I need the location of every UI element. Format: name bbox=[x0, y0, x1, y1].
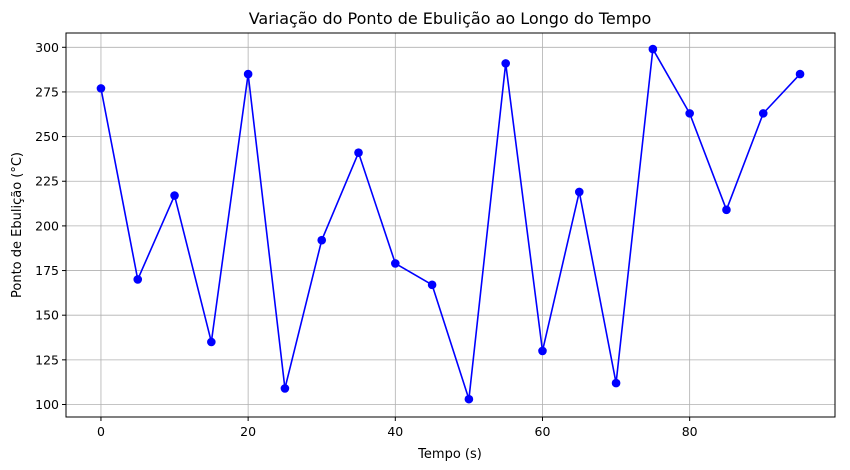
x-axis-label: Tempo (s) bbox=[417, 447, 482, 462]
y-tick-label: 300 bbox=[35, 40, 59, 55]
data-point bbox=[758, 109, 768, 118]
data-point bbox=[280, 384, 290, 393]
data-point bbox=[96, 84, 106, 93]
data-point bbox=[170, 191, 179, 200]
x-axis-ticks: 0 20 40 60 80 bbox=[97, 417, 698, 439]
y-tick-label: 125 bbox=[35, 352, 59, 367]
data-point bbox=[427, 280, 437, 290]
data-point bbox=[611, 378, 621, 388]
data-point bbox=[207, 337, 216, 347]
series-markers bbox=[96, 44, 805, 404]
x-tick-label: 80 bbox=[682, 424, 698, 439]
data-point bbox=[501, 59, 510, 68]
data-point bbox=[648, 44, 658, 54]
x-tick-label: 40 bbox=[387, 424, 403, 439]
x-tick-label: 20 bbox=[240, 424, 256, 439]
data-point bbox=[317, 235, 327, 245]
data-point bbox=[685, 109, 694, 118]
x-tick-label: 60 bbox=[535, 424, 551, 439]
plot-frame bbox=[65, 32, 836, 418]
x-tick-label: 0 bbox=[97, 424, 105, 439]
y-tick-label: 250 bbox=[35, 129, 59, 144]
data-point bbox=[464, 394, 474, 404]
series-line bbox=[100, 48, 801, 400]
y-axis-ticks: 100 125 150 175 200 225 250 275 300 bbox=[35, 40, 66, 412]
data-point bbox=[795, 69, 805, 79]
y-tick-label: 275 bbox=[35, 84, 59, 99]
chart-title: Variação do Ponto de Ebulição ao Longo d… bbox=[249, 9, 652, 28]
data-point bbox=[133, 275, 143, 284]
y-tick-label: 175 bbox=[35, 263, 59, 278]
series-lines bbox=[100, 48, 801, 400]
y-axis-label: Ponto de Ebulição (°C) bbox=[10, 152, 25, 298]
y-tick-label: 100 bbox=[35, 397, 59, 412]
data-point bbox=[722, 205, 731, 215]
data-point bbox=[391, 259, 400, 268]
data-point bbox=[538, 346, 547, 356]
grid bbox=[66, 33, 835, 417]
data-point bbox=[574, 187, 584, 197]
data-point bbox=[354, 148, 363, 157]
y-tick-label: 150 bbox=[35, 308, 59, 323]
data-point bbox=[243, 69, 253, 79]
y-tick-label: 200 bbox=[35, 218, 59, 233]
y-tick-label: 225 bbox=[35, 174, 59, 189]
